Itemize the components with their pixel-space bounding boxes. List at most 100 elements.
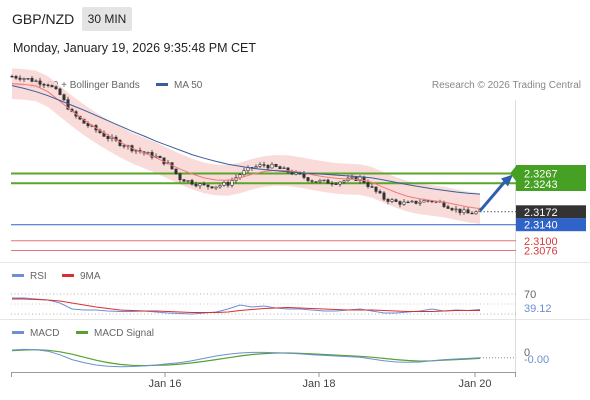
chart-header: GBP/NZD 30 MIN [0, 0, 590, 36]
candle-body [194, 184, 198, 187]
timeframe-button[interactable]: 30 MIN [82, 7, 132, 31]
candle-body [150, 152, 154, 158]
candle-body [22, 78, 26, 80]
candle-body [258, 164, 262, 167]
candle-body [326, 179, 330, 184]
forecast-arrow-shaft [478, 180, 507, 212]
candle-body [186, 180, 190, 182]
candle-body [38, 80, 42, 85]
candle-body [378, 191, 382, 194]
ma50-swatch [156, 82, 168, 86]
candle-body [374, 186, 378, 192]
candle-body [454, 208, 458, 211]
candle-body [182, 179, 186, 182]
bollinger-band [12, 68, 480, 224]
last-price-label: 2.3172 [524, 207, 558, 219]
candle-body [242, 170, 246, 176]
candle-body [226, 182, 230, 186]
rsi-panel: 70 39.12 [11, 289, 552, 315]
candle-body [370, 186, 374, 188]
candle-body [426, 200, 430, 202]
legend-ma50-label: MA 50 [174, 80, 203, 91]
rsi-ma-swatch [62, 273, 74, 277]
legend-macd-signal: MACD Signal [76, 328, 154, 339]
rsi-value-label: 39.12 [524, 303, 552, 315]
axes-layer: Jan 16 Jan 18 Jan 20 [11, 372, 516, 390]
candle-body [122, 145, 126, 147]
candle-body [342, 180, 346, 183]
candle-body [390, 199, 394, 202]
legend-ma50: MA 50 [156, 80, 202, 91]
candle-body [422, 200, 426, 203]
last-price-label-bg [516, 205, 586, 219]
resistance-label-pointer [510, 166, 516, 181]
candle-body [30, 78, 34, 82]
candle-body [414, 200, 418, 204]
x-tick-label: Jan 20 [458, 378, 491, 390]
rsi-swatch [12, 273, 24, 277]
macd-signal-swatch [76, 330, 88, 334]
candle-body [314, 181, 318, 183]
x-tick-label: Jan 16 [148, 378, 181, 390]
candle-body [198, 183, 202, 187]
x-tick-label: Jan 18 [302, 378, 335, 390]
candle-body [302, 173, 306, 178]
candle-body [398, 201, 402, 205]
candle-body [218, 185, 222, 188]
legend-macd-label: MACD [30, 328, 60, 339]
candle-body [50, 85, 54, 88]
candle-body [338, 181, 342, 185]
candle-body [202, 183, 206, 186]
candle-body [446, 206, 450, 209]
candle-body [214, 186, 218, 189]
candle-body [386, 199, 390, 202]
candle-body [430, 200, 434, 203]
candle-body [86, 123, 90, 127]
candle-body [106, 136, 110, 140]
candle-body [334, 183, 338, 185]
candle-body [450, 208, 454, 211]
candle-body [18, 77, 22, 80]
candle-body [442, 201, 446, 207]
candle-body [278, 166, 282, 170]
candle-body [54, 86, 58, 90]
candle-body [462, 209, 466, 213]
legend-rsi-label: RSI [30, 271, 47, 282]
support-2-label: 2.3076 [524, 246, 558, 258]
pivot-label: 2.3140 [524, 220, 558, 232]
candle-body [322, 179, 326, 182]
legend-rsi: RSI [12, 271, 47, 282]
candle-body [254, 166, 258, 169]
candle-body [266, 165, 270, 169]
candle-body [262, 164, 266, 166]
candle-body [466, 209, 470, 214]
candle-body [270, 164, 274, 169]
legend-macd-signal-label: MACD Signal [94, 328, 155, 339]
forecast-arrowhead [501, 174, 513, 187]
rsi-ma-line [12, 298, 480, 313]
candle-body [318, 180, 322, 183]
resistance-1-label: 2.3243 [524, 179, 558, 191]
support-1-label: 2.3100 [524, 236, 558, 248]
credit-label: Research © 2026 Trading Central [431, 80, 581, 91]
main-panel [10, 68, 516, 251]
candle-body [178, 173, 182, 180]
candle-body [210, 186, 214, 189]
candle-body [366, 182, 370, 187]
macd-line [11, 348, 481, 368]
macd-value-label: -0.00 [524, 354, 549, 366]
macd-panel: 0-0.00 [11, 347, 549, 368]
candle-body [282, 167, 286, 169]
candle-body [310, 180, 314, 182]
candle-body [402, 201, 406, 205]
legend-rsi-ma-label: 9MA [80, 271, 101, 282]
candle-body [406, 201, 410, 204]
macd-zero-label: 0 [524, 347, 530, 359]
candle-body [350, 176, 354, 179]
candle-body [474, 211, 478, 215]
candle-body [306, 177, 310, 182]
rsi-level-70-label: 70 [524, 289, 536, 301]
candle-body [274, 164, 278, 167]
